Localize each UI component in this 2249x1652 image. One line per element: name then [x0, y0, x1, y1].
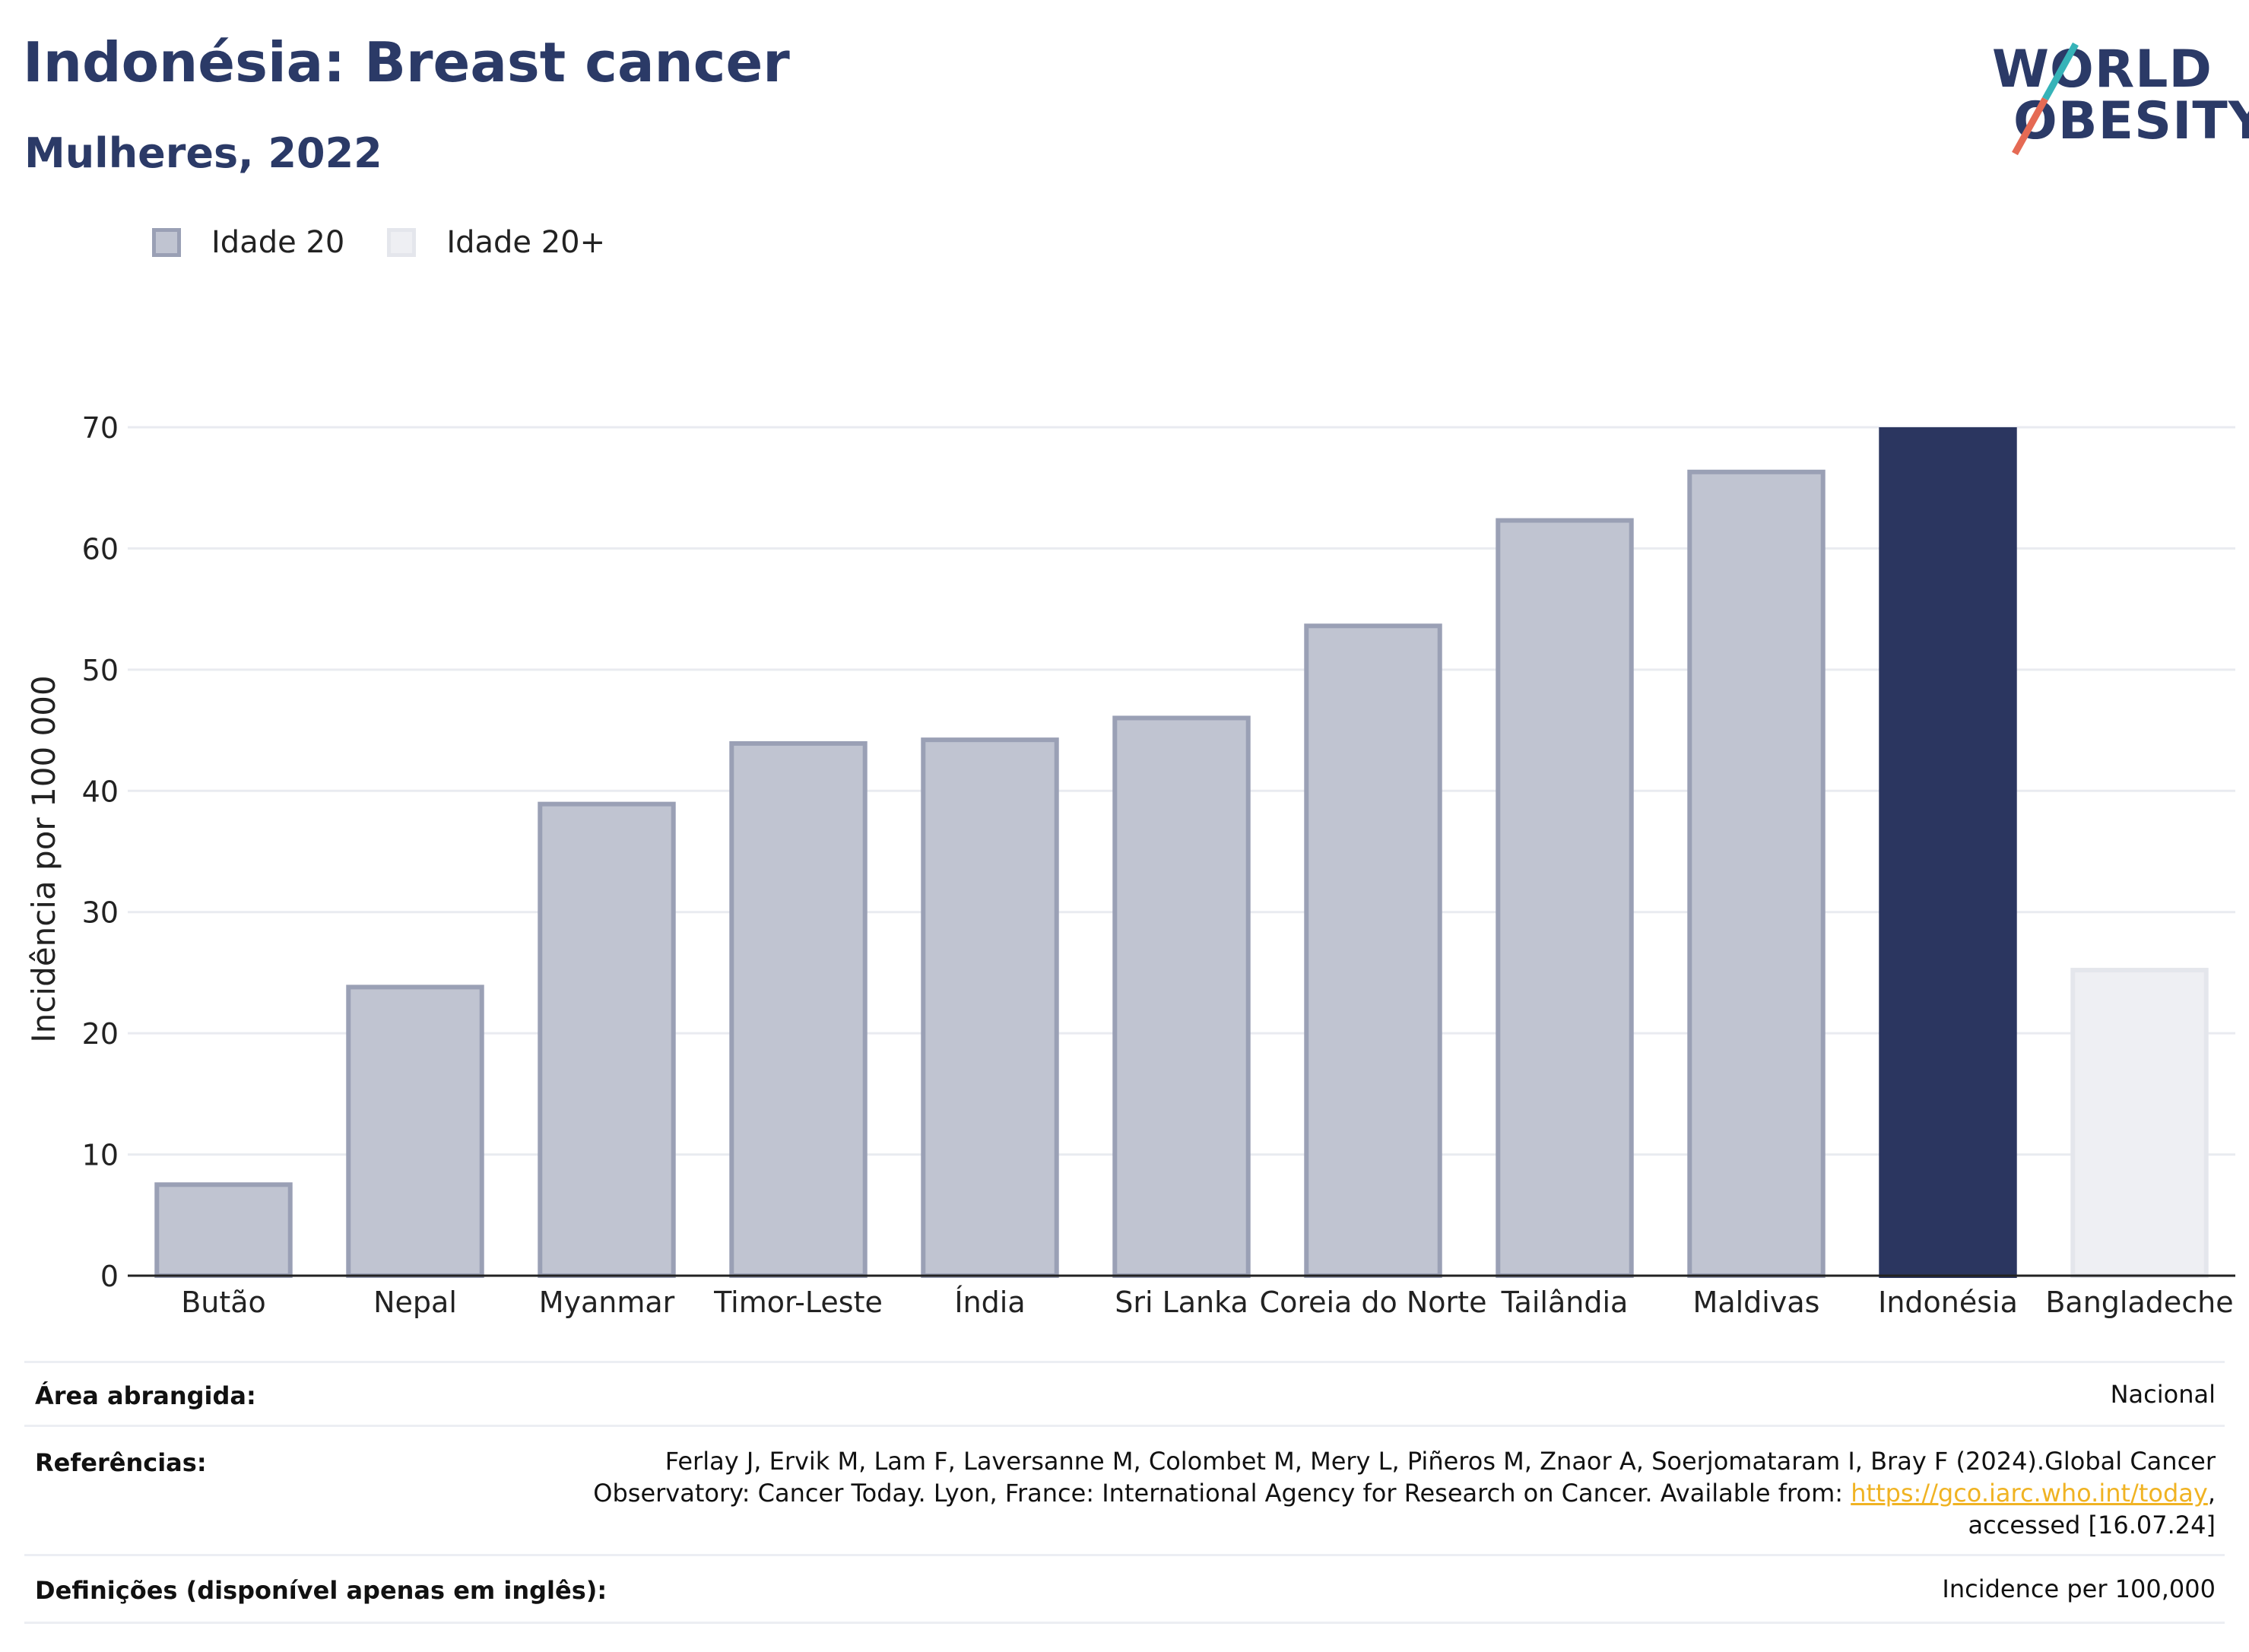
- ref-line-2: Observatory: Cancer Today. Lyon, France:…: [593, 1477, 2216, 1509]
- chart-subtitle: Mulheres, 2022: [24, 129, 382, 177]
- legend-item-idade-20[interactable]: Idade 20: [152, 225, 344, 260]
- x-tick-label: Bangladeche: [2045, 1286, 2233, 1319]
- legend-item-idade-20-plus[interactable]: Idade 20+: [387, 225, 605, 260]
- ref-line-2-end: ,: [2207, 1479, 2216, 1508]
- ref-link[interactable]: https://gco.iarc.who.int/today: [1851, 1479, 2208, 1508]
- meta-references-label: Referências:: [35, 1448, 207, 1477]
- ref-line-3: accessed [16.07.24]: [1968, 1511, 2216, 1539]
- x-tick-label: Butão: [181, 1286, 266, 1319]
- meta-definitions-row: Definições (disponível apenas em inglês)…: [24, 1554, 2225, 1624]
- bar: [1496, 518, 1634, 1278]
- logo-line2: OBESITY: [2013, 91, 2249, 151]
- y-tick-label: 0: [100, 1260, 119, 1293]
- legend-label: Idade 20+: [446, 225, 606, 260]
- meta-area-value: Nacional: [2110, 1380, 2216, 1409]
- ref-line-1: Ferlay J, Ervik M, Lam F, Laversanne M, …: [665, 1447, 2216, 1476]
- meta-definitions-label: Definições (disponível apenas em inglês)…: [35, 1576, 607, 1605]
- x-tick-label: Coreia do Norte: [1260, 1286, 1487, 1319]
- bar: [921, 737, 1059, 1278]
- x-tick-label: Myanmar: [539, 1286, 675, 1319]
- x-tick-label: Indonésia: [1878, 1286, 2018, 1319]
- bar: [1112, 715, 1251, 1278]
- chart-legend: Idade 20 Idade 20+: [152, 225, 648, 260]
- meta-references-value: Ferlay J, Ervik M, Lam F, Laversanne M, …: [593, 1445, 2216, 1541]
- logo-slash-icon: [2012, 42, 2079, 156]
- bar: [1879, 427, 2017, 1278]
- logo-line1: WORLD: [1992, 40, 2213, 100]
- y-tick-label: 10: [82, 1139, 119, 1172]
- ref-line-2-text: Observatory: Cancer Today. Lyon, France:…: [593, 1479, 1851, 1508]
- legend-swatch: [152, 228, 181, 257]
- y-axis-label: Incidência por 100 000: [25, 675, 62, 1042]
- bar-chart: 0 10 20 30 40 50 60 70 Incidência por 100 000 But…: [25, 411, 2235, 1319]
- x-tick-label: Timor-Leste: [713, 1286, 883, 1319]
- legend-swatch: [387, 228, 417, 257]
- world-obesity-logo[interactable]: WORLD OBESITY: [1992, 23, 2249, 160]
- x-tick-label: Tailândia: [1501, 1286, 1629, 1319]
- meta-definitions-value: Incidence per 100,000: [1942, 1574, 2216, 1603]
- meta-references-row: Referências: Ferlay J, Ervik M, Lam F, L…: [24, 1425, 2225, 1556]
- bar: [538, 801, 676, 1278]
- x-tick-label: Nepal: [373, 1286, 457, 1319]
- bar: [346, 985, 484, 1279]
- y-tick-label: 20: [82, 1017, 119, 1051]
- bar: [2070, 968, 2209, 1278]
- y-tick-label: 60: [82, 532, 119, 566]
- y-tick-label: 50: [82, 654, 119, 687]
- meta-area-row: Área abrangida: Nacional: [24, 1361, 2225, 1427]
- y-tick-label: 70: [82, 411, 119, 445]
- meta-area-label: Área abrangida:: [35, 1381, 256, 1410]
- bar: [154, 1182, 293, 1278]
- x-tick-label: Sri Lanka: [1115, 1286, 1248, 1319]
- x-tick-label: Índia: [954, 1286, 1025, 1319]
- y-tick-label: 40: [82, 775, 119, 808]
- chart-title: Indonésia: Breast cancer: [23, 30, 790, 94]
- bar: [729, 740, 868, 1278]
- bar: [1304, 623, 1442, 1278]
- legend-label: Idade 20: [211, 225, 345, 260]
- x-tick-label: Maldivas: [1693, 1286, 1820, 1319]
- y-tick-label: 30: [82, 896, 119, 930]
- bar: [1687, 469, 1826, 1278]
